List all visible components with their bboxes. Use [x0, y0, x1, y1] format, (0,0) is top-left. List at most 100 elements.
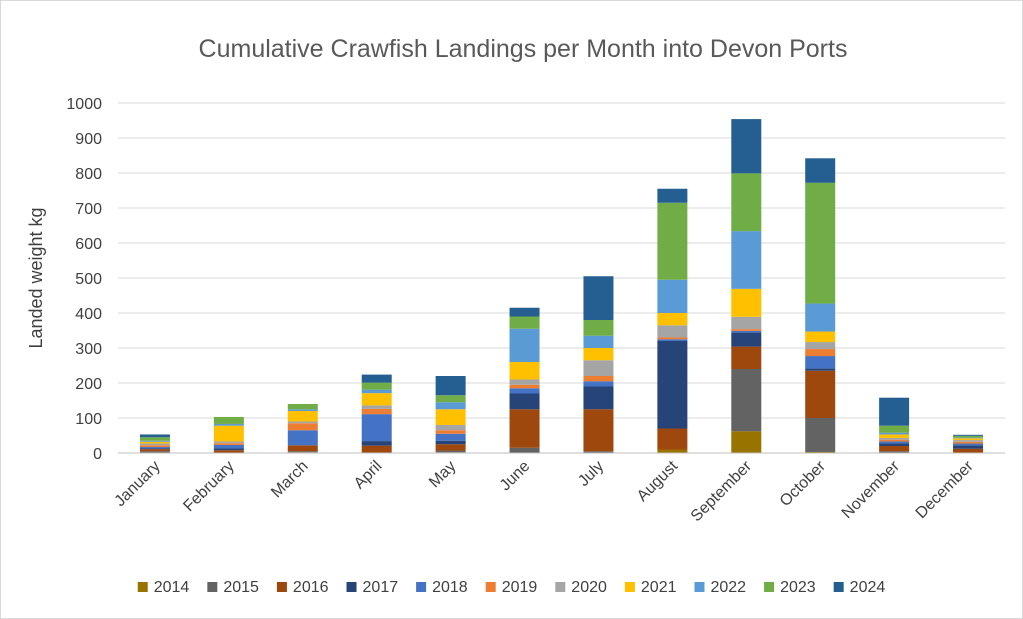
- bar-segment: [361, 382, 392, 390]
- bar-segment: [731, 332, 762, 347]
- bars: [139, 119, 984, 453]
- bar-segment: [805, 370, 836, 418]
- bar-segment: [213, 423, 244, 426]
- bar-segment: [213, 444, 244, 449]
- bar-segment: [731, 330, 762, 333]
- bar-segment: [213, 450, 244, 453]
- bar-segment: [953, 448, 984, 453]
- bar-segment: [879, 437, 910, 440]
- legend-item: 2020: [555, 579, 607, 596]
- bar-segment: [583, 335, 614, 348]
- bar-segment: [583, 381, 614, 387]
- bar-segment: [435, 430, 466, 434]
- bar-segment: [287, 421, 318, 424]
- bar-segment: [139, 443, 170, 446]
- bar-segment: [509, 362, 540, 380]
- bar-segment: [731, 231, 762, 289]
- legend-label: 2020: [571, 579, 607, 596]
- legend-swatch: [833, 582, 844, 592]
- bar-segment: [805, 356, 836, 369]
- legend-item: 2014: [137, 579, 189, 596]
- bar-segment: [953, 443, 984, 446]
- bar-segment: [953, 438, 984, 441]
- bar-segment: [953, 434, 984, 436]
- bar-segment: [879, 425, 910, 433]
- bar-segment: [657, 449, 688, 453]
- bar-segment: [583, 386, 614, 410]
- bar-segment: [879, 446, 910, 452]
- bar-segment: [139, 448, 170, 450]
- legend-item: 2019: [485, 579, 538, 596]
- bar-segment: [139, 440, 170, 442]
- bar-segment: [805, 418, 836, 452]
- bar-segment: [509, 379, 540, 385]
- bar-segment: [731, 173, 762, 232]
- bar-segment: [583, 409, 614, 452]
- bar-segment: [583, 348, 614, 361]
- bar-segment: [509, 409, 540, 448]
- legend-label: 2017: [363, 579, 399, 596]
- y-axis-title: Landed weight kg: [26, 207, 46, 348]
- bar-segment: [879, 443, 910, 446]
- bar-segment: [435, 444, 466, 451]
- bar-segment: [879, 441, 910, 444]
- legend-item: 2018: [416, 579, 468, 596]
- legend-swatch: [764, 582, 775, 592]
- bar-segment: [953, 440, 984, 442]
- bar-segment: [953, 437, 984, 439]
- chart-title: Cumulative Crawfish Landings per Month i…: [199, 35, 848, 63]
- legend-swatch: [624, 582, 635, 592]
- legend-label: 2023: [780, 579, 816, 596]
- bar-segment: [731, 288, 762, 317]
- gridlines: [118, 102, 1005, 419]
- bar-segment: [731, 369, 762, 432]
- bar-segment: [731, 119, 762, 174]
- legend-swatch: [137, 582, 148, 592]
- bar-segment: [879, 397, 910, 426]
- y-tick-label: 200: [75, 376, 102, 393]
- bar-segment: [287, 409, 318, 411]
- bar-segment: [583, 451, 614, 453]
- bar-segment: [361, 374, 392, 383]
- bar-segment: [287, 411, 318, 422]
- bar-segment: [731, 329, 762, 331]
- legend-item: 2016: [276, 579, 329, 596]
- y-tick-label: 700: [75, 201, 102, 218]
- legend-item: 2024: [833, 579, 885, 596]
- bar-segment: [435, 409, 466, 425]
- bar-segment: [361, 445, 392, 453]
- legend-swatch: [346, 582, 357, 592]
- y-tick-label: 0: [93, 446, 102, 463]
- y-tick-label: 500: [75, 271, 102, 288]
- bar-segment: [287, 445, 318, 452]
- bar-segment: [805, 451, 836, 453]
- legend-swatch: [276, 582, 287, 592]
- legend-item: 2015: [207, 579, 259, 596]
- bar-segment: [879, 439, 910, 442]
- bar-segment: [731, 431, 762, 453]
- legend-swatch: [485, 582, 496, 592]
- bar-segment: [435, 395, 466, 403]
- bar-segment: [139, 437, 170, 441]
- legend: 2014 2015 2016 2017 2018 2019 2020 2021 2022 2023…: [137, 579, 885, 596]
- legend-item: 2023: [764, 579, 816, 596]
- legend-swatch: [207, 582, 218, 592]
- bar-segment: [361, 393, 392, 406]
- bar-segment: [435, 450, 466, 453]
- bar-segment: [435, 402, 466, 410]
- bar-segment: [139, 447, 170, 449]
- bar-segment: [509, 393, 540, 410]
- bar-segment: [139, 441, 170, 444]
- legend-label: 2016: [293, 579, 329, 596]
- legend-item: 2022: [694, 579, 746, 596]
- bar-segment: [435, 440, 466, 445]
- legend-label: 2019: [502, 579, 538, 596]
- y-tick-label: 400: [75, 306, 102, 323]
- bar-segment: [361, 389, 392, 394]
- bar-segment: [287, 451, 318, 453]
- bar-segment: [213, 441, 244, 444]
- bar-segment: [213, 416, 244, 424]
- bar-segment: [731, 316, 762, 330]
- bar-segment: [879, 434, 910, 438]
